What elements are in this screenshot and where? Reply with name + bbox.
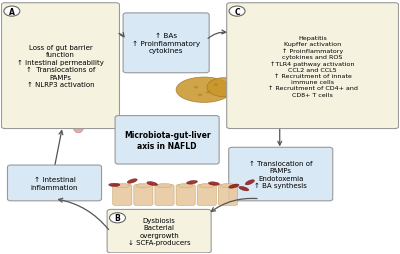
Text: Dysbiosis
Bacterial
overgrowth
↓ SCFA-producers: Dysbiosis Bacterial overgrowth ↓ SCFA-pr… <box>128 217 190 245</box>
Ellipse shape <box>147 182 158 186</box>
Ellipse shape <box>178 184 193 188</box>
Text: ↑ Translocation of
PAMPs
Endotoxemia
↑ BA synthesis: ↑ Translocation of PAMPs Endotoxemia ↑ B… <box>249 160 312 189</box>
FancyBboxPatch shape <box>107 210 211 253</box>
FancyBboxPatch shape <box>115 116 219 164</box>
FancyBboxPatch shape <box>113 185 132 205</box>
FancyBboxPatch shape <box>227 4 398 129</box>
Ellipse shape <box>229 184 239 188</box>
Circle shape <box>229 7 245 17</box>
Ellipse shape <box>239 187 249 191</box>
FancyBboxPatch shape <box>229 148 333 201</box>
Circle shape <box>110 213 126 223</box>
FancyBboxPatch shape <box>8 165 102 201</box>
Ellipse shape <box>68 98 96 123</box>
Ellipse shape <box>74 123 84 133</box>
Ellipse shape <box>136 184 150 188</box>
Ellipse shape <box>200 184 214 188</box>
Ellipse shape <box>176 78 232 103</box>
Ellipse shape <box>56 89 92 127</box>
Text: B: B <box>115 213 120 223</box>
Ellipse shape <box>208 182 220 186</box>
Ellipse shape <box>214 84 218 87</box>
Ellipse shape <box>54 101 86 125</box>
Text: C: C <box>234 8 240 17</box>
FancyBboxPatch shape <box>218 185 238 205</box>
Text: A: A <box>9 8 15 17</box>
FancyBboxPatch shape <box>123 14 209 73</box>
Text: Microbiota-gut-liver
axis in NAFLD: Microbiota-gut-liver axis in NAFLD <box>124 130 210 150</box>
Ellipse shape <box>109 183 120 187</box>
Text: ↑ Intestinal
inflammation: ↑ Intestinal inflammation <box>31 177 78 190</box>
Ellipse shape <box>54 93 95 113</box>
FancyBboxPatch shape <box>176 185 195 205</box>
Text: ↑ BAs
↑ Proinflammatory
cytokines: ↑ BAs ↑ Proinflammatory cytokines <box>132 33 200 54</box>
Ellipse shape <box>245 180 254 185</box>
Ellipse shape <box>115 184 130 188</box>
Text: Hepatitis
Kupffer activation
↑ Proinflammatory
cytokines and ROS
↑TLR4 pathway a: Hepatitis Kupffer activation ↑ Proinflam… <box>268 36 358 97</box>
Ellipse shape <box>157 184 172 188</box>
Ellipse shape <box>194 87 198 89</box>
FancyBboxPatch shape <box>155 185 174 205</box>
Text: Loss of gut barrier
function
↑ Intestinal permeability
↑  Translocations of
PAMP: Loss of gut barrier function ↑ Intestina… <box>17 45 104 88</box>
FancyBboxPatch shape <box>2 4 120 129</box>
Ellipse shape <box>198 94 202 97</box>
Circle shape <box>4 7 20 17</box>
FancyBboxPatch shape <box>134 185 153 205</box>
Ellipse shape <box>127 179 137 184</box>
Ellipse shape <box>206 92 210 94</box>
Ellipse shape <box>207 78 241 97</box>
FancyBboxPatch shape <box>197 185 216 205</box>
Ellipse shape <box>186 181 198 184</box>
Ellipse shape <box>221 184 235 188</box>
